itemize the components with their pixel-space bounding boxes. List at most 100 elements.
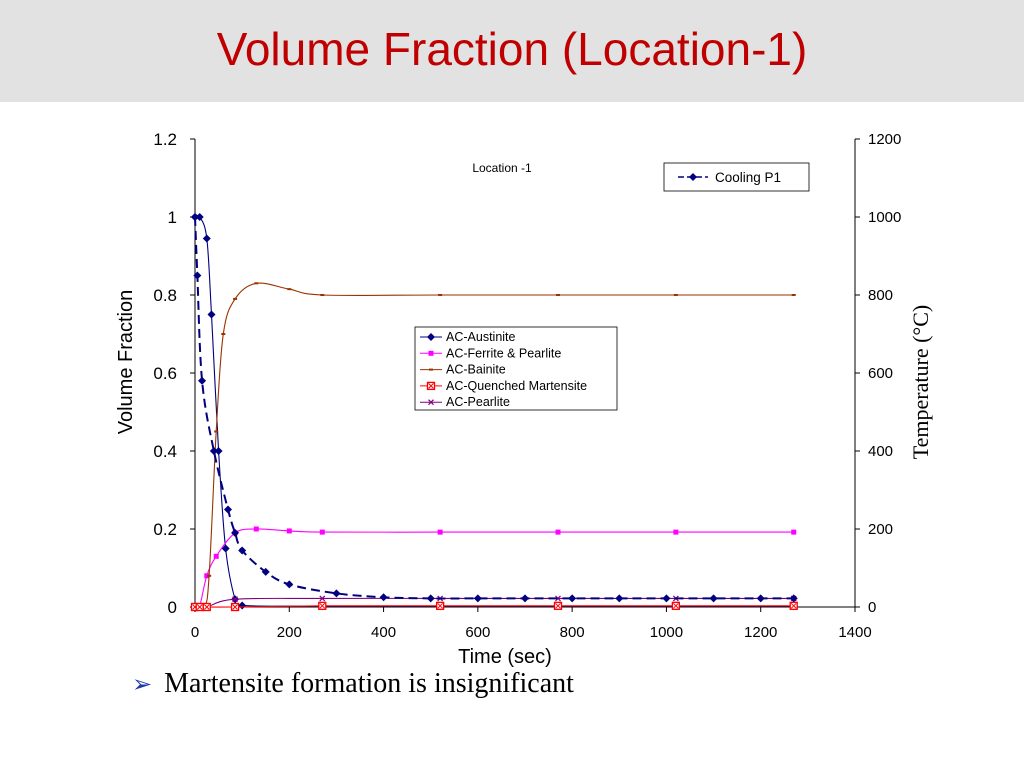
data-point — [319, 529, 325, 535]
data-point — [287, 288, 292, 291]
data-point — [553, 601, 563, 610]
series-line-cooling-p1 — [194, 216, 794, 600]
legend-secondary: Cooling P1 — [663, 162, 810, 192]
data-point — [195, 213, 204, 221]
y2-tick-label: 1200 — [868, 131, 901, 148]
bullet-text: Martensite formation is insignificant — [164, 668, 574, 699]
data-point — [435, 601, 445, 610]
series-line-ac-bainite — [194, 282, 794, 610]
data-point — [673, 529, 679, 535]
y2-axis-label: Temperature (°C) — [908, 305, 933, 459]
legend-main-box — [414, 326, 618, 411]
data-point — [568, 594, 577, 603]
data-point — [318, 601, 327, 610]
y-tick-label: 0.8 — [153, 286, 177, 305]
data-point — [195, 602, 204, 612]
series-ac-ferrite-pearlite — [192, 526, 797, 610]
data-point — [286, 528, 292, 534]
data-point — [332, 589, 341, 598]
chart-title: Location -1 — [472, 161, 532, 175]
data-point — [214, 430, 219, 433]
x-tick-label: 1200 — [744, 624, 777, 641]
data-point — [221, 544, 230, 553]
legend-swatch-marker — [428, 399, 434, 406]
series-line-ac-ferrite-pearlite — [194, 528, 794, 609]
data-point — [233, 297, 238, 300]
data-point — [261, 567, 270, 576]
x-tick-label: 200 — [277, 624, 302, 641]
y-axis-label: Volume Fraction — [115, 290, 137, 435]
title-band — [0, 0, 1024, 102]
data-point — [213, 553, 219, 559]
legend-label: Cooling P1 — [715, 170, 781, 185]
y-tick-label: 1 — [168, 208, 177, 227]
x-axis-label: Time (sec) — [458, 646, 552, 668]
legend-swatch-marker — [428, 350, 434, 356]
data-point — [191, 213, 199, 221]
bullet-arrow-icon: ➢ — [132, 670, 153, 698]
data-point — [232, 596, 238, 603]
data-point — [555, 529, 561, 535]
series-ac-quenched-martensite — [190, 601, 798, 612]
y-tick-label: 0 — [168, 598, 177, 617]
data-point — [253, 526, 259, 532]
data-point — [791, 294, 796, 296]
bullet-item: ➢ Martensite formation is insignificant — [132, 668, 574, 700]
data-point — [238, 546, 247, 555]
y-tick-label: 0.4 — [153, 442, 177, 461]
series-ac-austinite — [191, 213, 798, 611]
legend-label: AC-Quenched Martensite — [446, 379, 587, 393]
data-point — [198, 376, 207, 385]
data-point — [789, 594, 798, 603]
data-point — [320, 294, 325, 296]
data-point — [615, 594, 624, 603]
y-tick-label: 0.2 — [153, 520, 177, 539]
data-point — [231, 528, 240, 537]
y2-tick-label: 200 — [868, 521, 893, 538]
legend-swatch-marker — [426, 381, 436, 391]
series-ac-bainite — [193, 282, 796, 610]
x-tick-label: 600 — [465, 624, 490, 641]
y2-tick-label: 800 — [868, 287, 893, 304]
data-point — [204, 573, 210, 579]
series-line-ac-austinite — [194, 214, 794, 607]
data-point — [789, 601, 798, 610]
y2-tick-label: 1000 — [868, 209, 901, 226]
y2-tick-label: 600 — [868, 365, 893, 382]
data-point — [662, 594, 671, 603]
data-point — [207, 574, 212, 577]
legend-label: AC-Bainite — [446, 363, 506, 377]
data-point — [756, 594, 765, 603]
data-point — [224, 505, 232, 514]
data-point — [671, 601, 681, 610]
data-point — [221, 333, 226, 335]
data-point — [521, 594, 529, 603]
legend-swatch-marker — [427, 333, 435, 341]
data-point — [555, 595, 561, 602]
data-point — [238, 601, 247, 610]
data-point — [193, 271, 202, 280]
data-point — [319, 595, 326, 602]
data-point — [791, 529, 797, 535]
data-point — [673, 294, 678, 296]
legend-label: AC-Ferrite & Pearlite — [446, 346, 561, 360]
data-point — [473, 594, 482, 603]
legend-swatch-marker — [429, 368, 433, 371]
data-point — [230, 602, 240, 612]
legend-label: AC-Austinite — [446, 330, 516, 344]
slide-title: Volume Fraction (Location-1) — [216, 23, 808, 75]
data-point — [556, 294, 560, 296]
x-tick-label: 800 — [560, 624, 585, 641]
chart: 0 200 400 600 800 1000 1200 1400 0 0.2 0.4 0.6 0.8 1 1… — [115, 130, 933, 668]
data-point — [214, 447, 223, 455]
data-point — [709, 594, 718, 603]
y-tick-label: 1.2 — [153, 130, 177, 149]
series-cooling-p1 — [191, 213, 798, 603]
data-point — [438, 294, 443, 296]
legend-label: AC-Pearlite — [446, 395, 510, 409]
data-point — [285, 580, 294, 589]
data-point — [202, 602, 211, 612]
data-point — [202, 234, 211, 243]
x-tick-label: 400 — [371, 624, 396, 641]
data-point — [209, 447, 218, 455]
